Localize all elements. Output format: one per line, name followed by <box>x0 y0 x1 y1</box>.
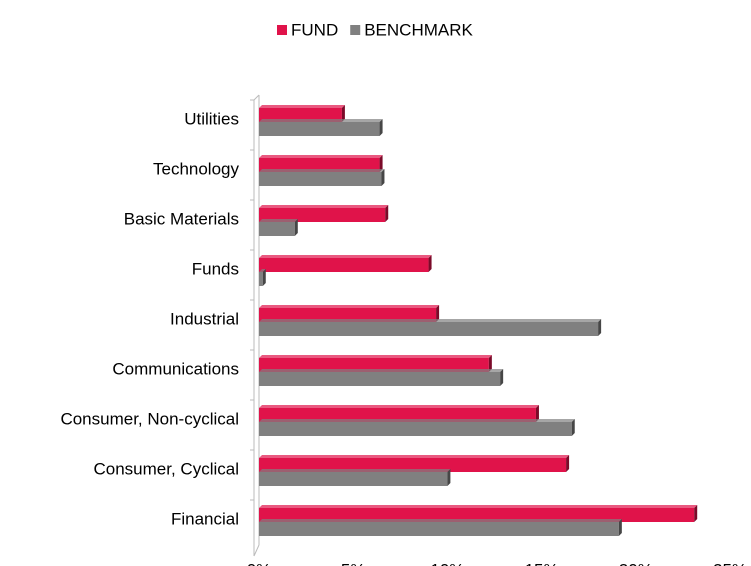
bar-face <box>259 422 572 436</box>
bar-side <box>566 455 570 472</box>
x-tick-label: 20% <box>619 560 653 566</box>
bar <box>259 405 539 422</box>
y-tick-label: Technology <box>153 159 240 178</box>
bar-side <box>535 405 539 422</box>
bar-face <box>259 172 382 186</box>
bar-side <box>385 205 389 222</box>
bar <box>259 119 383 136</box>
bar-side <box>598 319 602 336</box>
legend-label: BENCHMARK <box>364 20 473 39</box>
bar-side <box>618 519 622 536</box>
bar-face <box>259 408 536 422</box>
category-labels: Utilities Technology Basic Materials Funds I… <box>60 109 239 528</box>
bar-top <box>259 169 385 172</box>
bar-face <box>259 472 448 486</box>
bar-top <box>259 519 622 522</box>
bar-face <box>259 272 263 286</box>
y-tick-label: Utilities <box>184 109 239 128</box>
bar-top <box>259 455 570 458</box>
y-tick-label: Financial <box>171 509 239 528</box>
bar-side <box>694 505 698 522</box>
bar-top <box>259 305 440 308</box>
bar-side <box>379 119 383 136</box>
bar-top <box>259 505 698 508</box>
bar <box>259 219 298 236</box>
x-tick-label: 0% <box>247 560 272 566</box>
bar <box>259 305 440 322</box>
bar-face <box>259 258 429 272</box>
bar-face <box>259 208 386 222</box>
bar-top <box>259 205 389 208</box>
legend-swatch <box>350 25 361 35</box>
bar-side <box>341 105 345 122</box>
y-tick-label: Consumer, Cyclical <box>94 459 240 478</box>
bar-side <box>571 419 575 436</box>
bar-face <box>259 308 437 322</box>
x-tick-label: 5% <box>341 560 366 566</box>
bar-side <box>379 155 383 172</box>
bar <box>259 169 385 186</box>
bar-side <box>500 369 504 386</box>
bar-face <box>259 358 489 372</box>
bar-face <box>259 458 567 472</box>
bar <box>259 105 345 122</box>
legend-swatch <box>277 25 287 35</box>
bar-top <box>259 319 602 322</box>
bar-face <box>259 108 342 122</box>
y-tick-label: Consumer, Non-cyclical <box>60 409 239 428</box>
bar-side <box>428 255 432 272</box>
bar-top <box>259 469 451 472</box>
bar-side <box>447 469 451 486</box>
x-tick-label: 10% <box>430 560 464 566</box>
y-tick-label: Communications <box>112 359 239 378</box>
legend: FUND BENCHMARK <box>277 20 474 39</box>
bar-top <box>259 255 432 258</box>
bar-face <box>259 372 501 386</box>
bar <box>259 269 266 286</box>
bar-top <box>259 119 383 122</box>
bar-top <box>259 355 492 358</box>
x-tick-label: 15% <box>525 560 559 566</box>
bar <box>259 205 389 222</box>
bar-top <box>259 105 345 108</box>
axis-line <box>253 544 260 557</box>
legend-label: FUND <box>291 20 338 39</box>
bar-top <box>259 405 539 408</box>
bar <box>259 419 575 436</box>
bar-top <box>259 219 298 222</box>
x-tick-label: 25% <box>713 560 747 566</box>
bar-side <box>436 305 440 322</box>
bar-side <box>294 219 298 236</box>
bar-face <box>259 222 295 236</box>
bar <box>259 369 504 386</box>
bar-face <box>259 508 695 522</box>
bar-top <box>259 155 383 158</box>
bar-face <box>259 122 380 136</box>
y-tick-label: Basic Materials <box>124 209 239 228</box>
bar <box>259 455 570 472</box>
bar-face <box>259 322 599 336</box>
bar-top <box>259 269 266 272</box>
bar-face <box>259 522 619 536</box>
bar <box>259 355 492 372</box>
bar <box>259 255 432 272</box>
y-tick-label: Funds <box>192 259 239 278</box>
y-tick-label: Industrial <box>170 309 239 328</box>
bar <box>259 505 698 522</box>
bar <box>259 519 622 536</box>
bar-top <box>259 419 575 422</box>
bar <box>259 155 383 172</box>
bar <box>259 319 602 336</box>
bar <box>259 469 451 486</box>
bar-top <box>259 369 504 372</box>
bar-side <box>488 355 492 372</box>
axis-line <box>253 94 260 101</box>
bar-side <box>262 269 266 286</box>
bar-side <box>381 169 385 186</box>
bar-face <box>259 158 380 172</box>
